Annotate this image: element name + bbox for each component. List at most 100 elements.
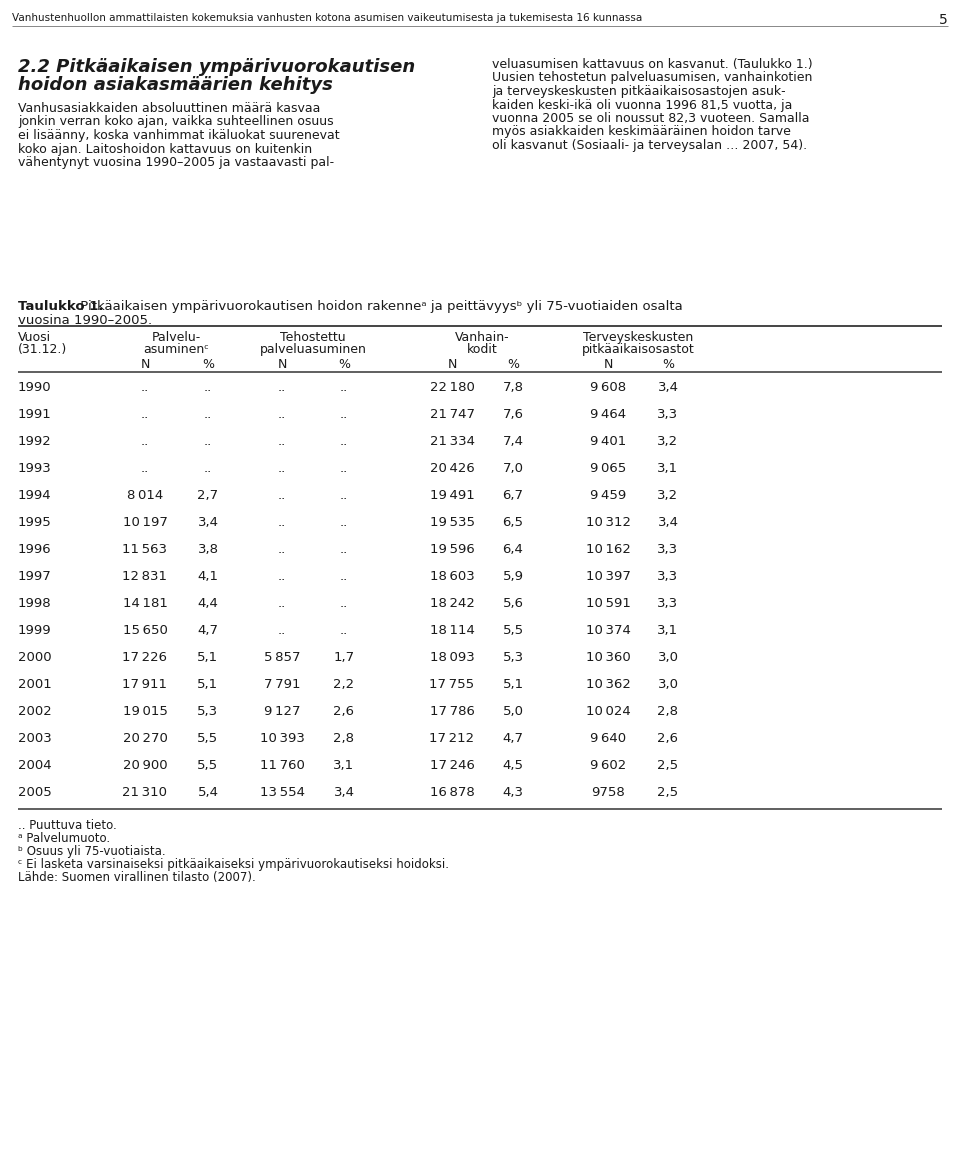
Text: 17 755: 17 755 — [429, 677, 474, 691]
Text: ..: .. — [340, 516, 348, 529]
Text: 22 180: 22 180 — [429, 381, 474, 394]
Text: 5,1: 5,1 — [198, 677, 219, 691]
Text: Lähde: Suomen virallinen tilasto (2007).: Lähde: Suomen virallinen tilasto (2007). — [18, 870, 255, 885]
Text: ..: .. — [204, 462, 212, 475]
Text: Vanhustenhuollon ammattilaisten kokemuksia vanhusten kotona asumisen vaikeutumis: Vanhustenhuollon ammattilaisten kokemuks… — [12, 13, 642, 23]
Text: Vanhain-: Vanhain- — [455, 331, 510, 344]
Text: Pitkäaikaisen ympärivuorokautisen hoidon rakenneᵃ ja peittävyysᵇ yli 75-vuotiaid: Pitkäaikaisen ympärivuorokautisen hoidon… — [76, 300, 683, 314]
Text: vähentynyt vuosina 1990–2005 ja vastaavasti pal-: vähentynyt vuosina 1990–2005 ja vastaava… — [18, 156, 334, 168]
Text: 2,8: 2,8 — [333, 732, 354, 745]
Text: ᵃ Palvelumuoto.: ᵃ Palvelumuoto. — [18, 832, 110, 845]
Text: N: N — [603, 358, 612, 371]
Text: vuosina 1990–2005.: vuosina 1990–2005. — [18, 314, 152, 326]
Text: 11 760: 11 760 — [259, 759, 304, 772]
Text: 7,0: 7,0 — [502, 462, 523, 475]
Text: 3,2: 3,2 — [658, 489, 679, 502]
Text: 6,7: 6,7 — [502, 489, 523, 502]
Text: 9 640: 9 640 — [590, 732, 626, 745]
Text: 7,8: 7,8 — [502, 381, 523, 394]
Text: %: % — [662, 358, 674, 371]
Text: %: % — [507, 358, 519, 371]
Text: 17 212: 17 212 — [429, 732, 474, 745]
Text: 3,1: 3,1 — [658, 624, 679, 636]
Text: (31.12.): (31.12.) — [18, 343, 67, 356]
Text: kaiden keski-ikä oli vuonna 1996 81,5 vuotta, ja: kaiden keski-ikä oli vuonna 1996 81,5 vu… — [492, 98, 792, 111]
Text: 10 024: 10 024 — [586, 706, 631, 718]
Text: 3,4: 3,4 — [658, 381, 679, 394]
Text: 9 608: 9 608 — [590, 381, 626, 394]
Text: 4,1: 4,1 — [198, 570, 219, 583]
Text: ..: .. — [340, 435, 348, 448]
Text: %: % — [338, 358, 350, 371]
Text: 3,4: 3,4 — [658, 516, 679, 529]
Text: 1992: 1992 — [18, 435, 52, 448]
Text: 19 491: 19 491 — [430, 489, 474, 502]
Text: 1999: 1999 — [18, 624, 52, 636]
Text: N: N — [140, 358, 150, 371]
Text: 8 014: 8 014 — [127, 489, 163, 502]
Text: 1995: 1995 — [18, 516, 52, 529]
Text: 2002: 2002 — [18, 706, 52, 718]
Text: 21 747: 21 747 — [429, 408, 474, 421]
Text: veluasumisen kattavuus on kasvanut. (Taulukko 1.): veluasumisen kattavuus on kasvanut. (Tau… — [492, 58, 812, 71]
Text: 20 270: 20 270 — [123, 732, 167, 745]
Text: 5 857: 5 857 — [264, 651, 300, 665]
Text: 10 397: 10 397 — [586, 570, 631, 583]
Text: 6,4: 6,4 — [503, 543, 523, 556]
Text: 16 878: 16 878 — [430, 786, 474, 799]
Text: ..: .. — [141, 408, 149, 421]
Text: 1996: 1996 — [18, 543, 52, 556]
Text: 2001: 2001 — [18, 677, 52, 691]
Text: 1,7: 1,7 — [333, 651, 354, 665]
Text: 18 093: 18 093 — [430, 651, 474, 665]
Text: myös asiakkaiden keskimääräinen hoidon tarve: myös asiakkaiden keskimääräinen hoidon t… — [492, 125, 791, 138]
Text: Vanhusasiakkaiden absoluuttinen määrä kasvaa: Vanhusasiakkaiden absoluuttinen määrä ka… — [18, 102, 321, 115]
Text: ..: .. — [340, 543, 348, 556]
Text: .. Puuttuva tieto.: .. Puuttuva tieto. — [18, 819, 117, 832]
Text: ᶜ Ei lasketa varsinaiseksi pitkäaikaiseksi ympärivuorokautiseksi hoidoksi.: ᶜ Ei lasketa varsinaiseksi pitkäaikaisek… — [18, 858, 449, 870]
Text: 5,1: 5,1 — [502, 677, 523, 691]
Text: 10 162: 10 162 — [586, 543, 631, 556]
Text: 12 831: 12 831 — [123, 570, 167, 583]
Text: 5,3: 5,3 — [198, 706, 219, 718]
Text: %: % — [202, 358, 214, 371]
Text: ja terveyskeskusten pitkäaikaisosastojen asuk-: ja terveyskeskusten pitkäaikaisosastojen… — [492, 85, 785, 98]
Text: 1990: 1990 — [18, 381, 52, 394]
Text: ..: .. — [277, 381, 286, 394]
Text: 3,3: 3,3 — [658, 597, 679, 610]
Text: 20 426: 20 426 — [430, 462, 474, 475]
Text: N: N — [277, 358, 287, 371]
Text: pitkäaikaisosastot: pitkäaikaisosastot — [582, 343, 694, 356]
Text: 1994: 1994 — [18, 489, 52, 502]
Text: ..: .. — [277, 516, 286, 529]
Text: 1991: 1991 — [18, 408, 52, 421]
Text: 4,7: 4,7 — [198, 624, 219, 636]
Text: 5,3: 5,3 — [502, 651, 523, 665]
Text: 3,1: 3,1 — [333, 759, 354, 772]
Text: 15 650: 15 650 — [123, 624, 167, 636]
Text: ..: .. — [340, 624, 348, 636]
Text: 2,6: 2,6 — [658, 732, 679, 745]
Text: jonkin verran koko ajan, vaikka suhteellinen osuus: jonkin verran koko ajan, vaikka suhteell… — [18, 116, 334, 129]
Text: 3,2: 3,2 — [658, 435, 679, 448]
Text: 9 065: 9 065 — [589, 462, 626, 475]
Text: 10 362: 10 362 — [586, 677, 631, 691]
Text: ..: .. — [340, 570, 348, 583]
Text: ..: .. — [340, 597, 348, 610]
Text: Vuosi: Vuosi — [18, 331, 51, 344]
Text: 2,5: 2,5 — [658, 786, 679, 799]
Text: ᵇ Osuus yli 75-vuotiaista.: ᵇ Osuus yli 75-vuotiaista. — [18, 845, 166, 858]
Text: ..: .. — [204, 381, 212, 394]
Text: 9 401: 9 401 — [589, 435, 626, 448]
Text: vuonna 2005 se oli noussut 82,3 vuoteen. Samalla: vuonna 2005 se oli noussut 82,3 vuoteen.… — [492, 112, 809, 125]
Text: ei lisäänny, koska vanhimmat ikäluokat suurenevat: ei lisäänny, koska vanhimmat ikäluokat s… — [18, 129, 340, 142]
Text: 9 127: 9 127 — [264, 706, 300, 718]
Text: ..: .. — [277, 408, 286, 421]
Text: 13 554: 13 554 — [259, 786, 304, 799]
Text: 5,5: 5,5 — [198, 732, 219, 745]
Text: 5,5: 5,5 — [198, 759, 219, 772]
Text: 10 312: 10 312 — [586, 516, 631, 529]
Text: Palvelu-: Palvelu- — [152, 331, 202, 344]
Text: 2,6: 2,6 — [333, 706, 354, 718]
Text: 4,7: 4,7 — [502, 732, 523, 745]
